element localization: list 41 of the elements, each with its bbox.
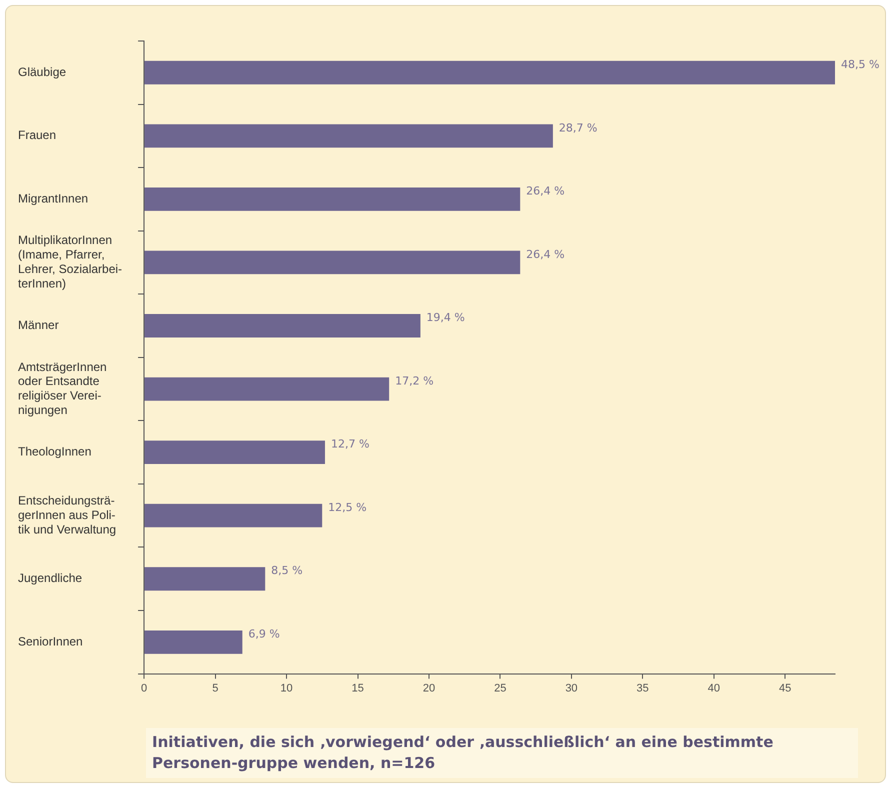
- bar: [144, 567, 266, 591]
- y-tick-label: SeniorInnen: [18, 634, 83, 648]
- x-tick-label: 15: [352, 682, 364, 694]
- x-tick-label: 40: [708, 682, 720, 694]
- data-label: 26,4 %: [526, 184, 565, 198]
- text: Initiativen, die sich ‚vorwiegend‘ oder ‚ausschließlich‘ an eine bestimmte Personen-gruppe wenden, n=126: [146, 728, 858, 778]
- data-label: 12,5 %: [328, 500, 367, 514]
- y-tick-label: AmtsträgerInnen oder Entsandte religiöser Verei- nigungen: [18, 360, 107, 417]
- bar: [144, 377, 390, 401]
- y-tick-label: Jugendliche: [18, 571, 82, 586]
- bar: [144, 250, 520, 274]
- x-tick-label: 10: [280, 682, 293, 694]
- x-tick-label: 45: [779, 682, 792, 694]
- y-tick-label: Gläubige: [18, 64, 66, 79]
- data-label: 8,5 %: [271, 564, 303, 578]
- x-tick-label: 35: [636, 682, 649, 694]
- y-tick-label: TheologInnen: [18, 444, 92, 459]
- bar: [144, 187, 520, 211]
- data-label: 12,7 %: [330, 438, 370, 451]
- bar: [144, 504, 322, 528]
- data-label: 28,7 %: [558, 121, 598, 134]
- data-label: 48,5 %: [841, 58, 880, 71]
- bar: [144, 314, 420, 338]
- y-tick-label: MultiplikatorInnen (Imame, Pfarrer, Lehrer, Sozialarbei- terInnen): [18, 233, 122, 290]
- bar: [144, 124, 553, 148]
- data-label: 19,4 %: [426, 311, 465, 324]
- y-tick-label: Frauen: [18, 128, 56, 142]
- bar: [144, 60, 835, 84]
- x-tick-label: 20: [422, 682, 436, 694]
- x-tick-label: 5: [212, 682, 218, 694]
- data-label: 6,9 %: [248, 628, 280, 641]
- bar: [144, 630, 242, 654]
- y-tick-label: Entscheidungsträ- gerInnen aus Poli- tik und Verwaltung: [18, 494, 116, 536]
- data-label: 17,2 %: [395, 374, 434, 388]
- y-tick-label: MigrantInnen: [18, 192, 88, 206]
- x-tick-label: 30: [565, 682, 578, 694]
- x-tick-label: 25: [494, 682, 506, 694]
- y-tick-label: Männer: [18, 318, 59, 332]
- bar: [144, 440, 325, 464]
- x-tick-label: 0: [140, 682, 148, 694]
- data-label: 26,4 %: [526, 248, 565, 261]
